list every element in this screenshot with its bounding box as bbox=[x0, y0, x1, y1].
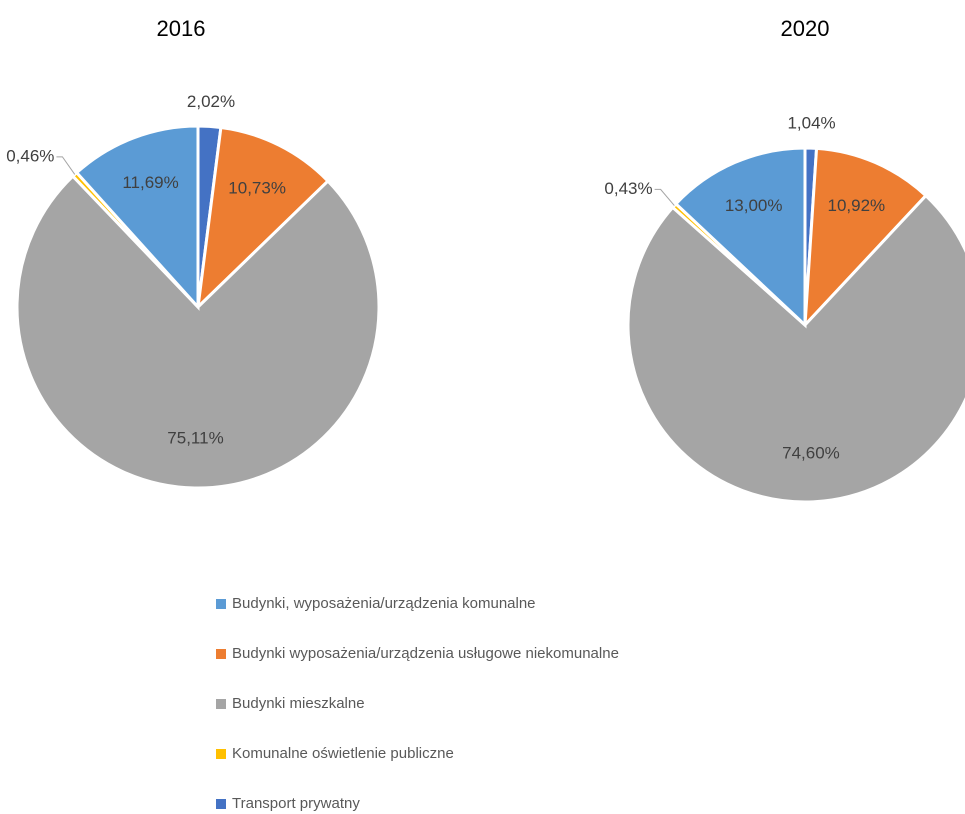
data-label: 11,69% bbox=[122, 173, 178, 192]
legend-swatch bbox=[216, 599, 226, 609]
data-label: 10,73% bbox=[228, 178, 286, 197]
data-label: 0,46% bbox=[6, 146, 54, 165]
data-label: 1,04% bbox=[787, 114, 835, 133]
chart-title: 2016 bbox=[157, 16, 206, 41]
leader-line bbox=[654, 188, 675, 206]
pie-slice bbox=[673, 146, 807, 329]
pie-slice bbox=[803, 146, 928, 330]
legend-label: Budynki wyposażenia/urządzenia usługowe … bbox=[232, 645, 619, 662]
legend-label: Budynki, wyposażenia/urządzenia komunaln… bbox=[232, 595, 536, 612]
legend-swatch bbox=[216, 649, 226, 659]
legend-label: Transport prywatny bbox=[232, 795, 360, 812]
legend-swatch bbox=[216, 799, 226, 809]
data-label: 10,92% bbox=[827, 196, 885, 215]
leader-line bbox=[56, 156, 76, 175]
legend-label: Komunalne oświetlenie publiczne bbox=[232, 745, 454, 762]
pie-slice bbox=[626, 193, 965, 504]
data-label: 75,11% bbox=[167, 429, 223, 448]
data-label: 74,60% bbox=[782, 444, 840, 463]
pie-slice bbox=[74, 124, 200, 311]
data-label: 0,43% bbox=[604, 179, 652, 198]
legend-label: Budynki mieszkalne bbox=[232, 695, 365, 712]
pie-slice bbox=[195, 125, 331, 312]
pie-slice bbox=[15, 174, 381, 490]
legend-swatch bbox=[216, 749, 226, 759]
data-label: 13,00% bbox=[725, 196, 783, 215]
data-label: 2,02% bbox=[187, 92, 235, 111]
legend-swatch bbox=[216, 699, 226, 709]
chart-title: 2020 bbox=[781, 16, 830, 41]
